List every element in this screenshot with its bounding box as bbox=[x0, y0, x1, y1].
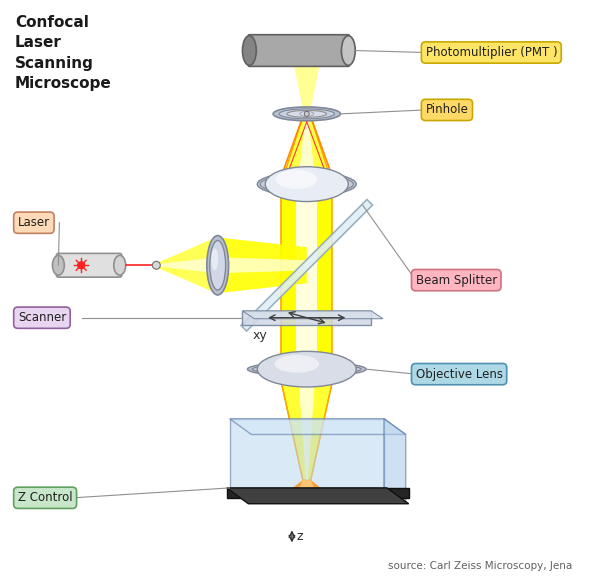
Ellipse shape bbox=[265, 166, 348, 201]
Polygon shape bbox=[220, 237, 307, 293]
Text: z: z bbox=[297, 530, 303, 543]
Polygon shape bbox=[384, 418, 405, 504]
Polygon shape bbox=[285, 480, 329, 494]
Circle shape bbox=[77, 262, 85, 269]
Ellipse shape bbox=[273, 107, 340, 121]
Ellipse shape bbox=[242, 36, 256, 65]
Text: Objective Lens: Objective Lens bbox=[415, 368, 502, 381]
Circle shape bbox=[304, 111, 309, 116]
Ellipse shape bbox=[53, 255, 64, 275]
Polygon shape bbox=[278, 369, 335, 480]
Text: Pinhole: Pinhole bbox=[426, 104, 469, 116]
Ellipse shape bbox=[252, 364, 361, 375]
FancyBboxPatch shape bbox=[248, 35, 349, 66]
Polygon shape bbox=[157, 257, 216, 273]
Ellipse shape bbox=[342, 36, 355, 65]
Ellipse shape bbox=[275, 170, 317, 189]
Ellipse shape bbox=[257, 172, 356, 196]
Ellipse shape bbox=[248, 362, 366, 377]
Polygon shape bbox=[241, 200, 372, 331]
Polygon shape bbox=[226, 488, 409, 498]
Ellipse shape bbox=[114, 255, 126, 275]
Ellipse shape bbox=[260, 175, 353, 194]
FancyBboxPatch shape bbox=[242, 311, 371, 325]
Text: Laser: Laser bbox=[18, 217, 50, 229]
Polygon shape bbox=[298, 369, 316, 480]
Ellipse shape bbox=[211, 249, 218, 270]
Ellipse shape bbox=[275, 355, 319, 372]
Text: source: Carl Zeiss Microscopy, Jena: source: Carl Zeiss Microscopy, Jena bbox=[388, 561, 572, 571]
Polygon shape bbox=[298, 114, 316, 184]
Polygon shape bbox=[297, 184, 317, 369]
Ellipse shape bbox=[257, 352, 356, 387]
Text: Z Control: Z Control bbox=[18, 491, 73, 505]
Polygon shape bbox=[289, 41, 324, 114]
Text: Photomultiplier (PMT ): Photomultiplier (PMT ) bbox=[426, 46, 557, 59]
FancyBboxPatch shape bbox=[56, 253, 122, 277]
Polygon shape bbox=[229, 418, 384, 488]
Polygon shape bbox=[281, 114, 333, 184]
Text: Confocal
Laser
Scanning
Microscope: Confocal Laser Scanning Microscope bbox=[15, 15, 112, 91]
Polygon shape bbox=[229, 418, 405, 435]
Polygon shape bbox=[297, 480, 317, 494]
Ellipse shape bbox=[210, 240, 226, 290]
Ellipse shape bbox=[287, 111, 327, 118]
Ellipse shape bbox=[207, 236, 229, 295]
Circle shape bbox=[152, 261, 160, 269]
Text: xy: xy bbox=[252, 329, 267, 342]
Text: Scanner: Scanner bbox=[18, 311, 66, 324]
Polygon shape bbox=[220, 257, 307, 273]
Polygon shape bbox=[157, 237, 216, 293]
Polygon shape bbox=[281, 184, 333, 369]
Polygon shape bbox=[242, 311, 383, 319]
Polygon shape bbox=[226, 488, 409, 504]
Ellipse shape bbox=[279, 109, 335, 119]
Text: Beam Splitter: Beam Splitter bbox=[415, 274, 497, 286]
